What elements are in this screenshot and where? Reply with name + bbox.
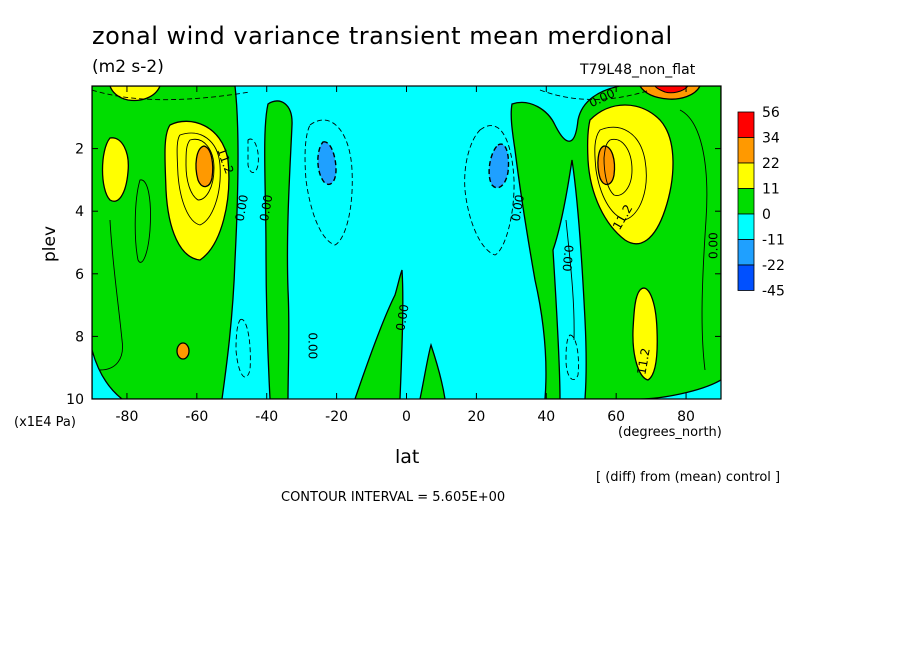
x-tick-label: -60 xyxy=(185,409,208,425)
x-tick-label: 60 xyxy=(607,409,625,425)
contour-label: 0.00 xyxy=(509,194,527,223)
negative-contours xyxy=(92,89,651,380)
chart-units: (m2 s-2) xyxy=(92,57,164,77)
x-axis-unit: (degrees_north) xyxy=(618,425,722,440)
colorbar-level-label: -45 xyxy=(762,284,785,300)
x-tick-label: 20 xyxy=(467,409,485,425)
colorbar-swatch xyxy=(737,188,755,215)
contour-label: 0.00 xyxy=(560,244,576,272)
contour-interval: CONTOUR INTERVAL = 5.605E+00 xyxy=(281,490,506,505)
contour-label: 0.00 xyxy=(233,194,251,223)
contour-field xyxy=(92,86,721,399)
x-tick-label: -20 xyxy=(325,409,348,425)
contour-label: 0.00 xyxy=(306,332,320,359)
colorbar-swatch xyxy=(737,213,755,240)
y-tick-label: 6 xyxy=(75,267,84,283)
x-tick-label: 40 xyxy=(537,409,555,425)
y-tick-label: 2 xyxy=(75,142,84,158)
colorbar-level-label: 0 xyxy=(762,207,771,223)
contour-label: 0.00 xyxy=(393,303,411,332)
y-axis-ticks: 2 4 6 8 10 xyxy=(66,142,721,408)
field-right-yellow xyxy=(586,104,674,245)
colorbar-swatch xyxy=(737,162,755,189)
colorbar-level-label: -22 xyxy=(762,258,785,274)
field-left-orange xyxy=(195,145,214,188)
contour-label: 11.2 xyxy=(634,347,652,376)
x-tick-label: -80 xyxy=(116,409,139,425)
contour-label: 0.00 xyxy=(707,232,721,259)
colorbar-swatch xyxy=(737,137,755,164)
x-tick-label: 80 xyxy=(677,409,695,425)
y-tick-label: 10 xyxy=(66,392,84,408)
y-tick-label: 8 xyxy=(75,329,84,345)
run-label: T79L48_non_flat xyxy=(580,62,696,78)
contour-label: 0.00 xyxy=(257,194,275,223)
y-tick-label: 4 xyxy=(75,204,84,220)
y-axis-unit: (x1E4 Pa) xyxy=(14,415,76,430)
x-axis-label: lat xyxy=(395,446,420,468)
chart-title: zonal wind variance transient mean merdi… xyxy=(92,22,673,50)
colorbar-level-label: 56 xyxy=(762,105,780,121)
field-left-blue-min xyxy=(317,141,337,186)
x-tick-label: -40 xyxy=(255,409,278,425)
x-axis-ticks: -80 -60 -40 -20 0 20 40 60 80 xyxy=(116,86,695,425)
x-tick-label: 0 xyxy=(402,409,411,425)
field-center-spike xyxy=(354,269,404,399)
field-right-blue-min xyxy=(488,143,510,189)
field-midlat-stripe-left xyxy=(264,100,293,399)
colorbar-level-label: 34 xyxy=(762,131,780,147)
diff-annotation: [ (diff) from (mean) control ] xyxy=(596,470,781,485)
colorbar-swatch xyxy=(737,111,755,138)
field-left-positive xyxy=(92,86,239,399)
colorbar-level-label: 11 xyxy=(762,182,780,198)
positive-contours xyxy=(99,109,708,371)
colorbar-swatch xyxy=(737,264,755,291)
colorbar-swatch xyxy=(737,239,755,266)
colorbar-level-label: 22 xyxy=(762,156,780,172)
colorbar-level-label: -11 xyxy=(762,233,785,249)
colorbar: 56 34 22 11 0 -11 -22 -45 xyxy=(737,105,785,300)
